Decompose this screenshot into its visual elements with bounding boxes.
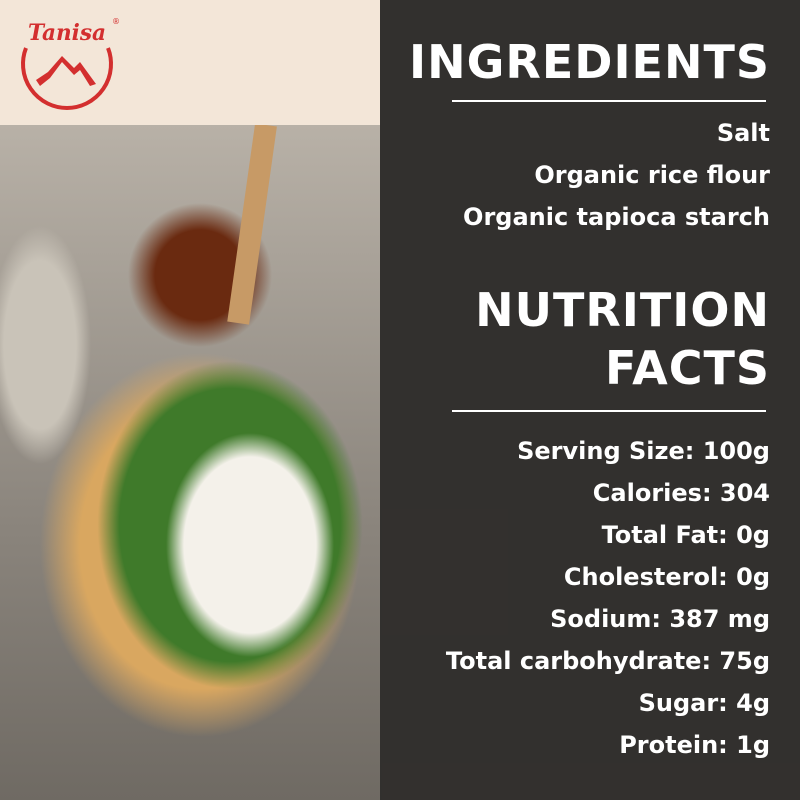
ingredient-item: Organic rice flour: [534, 161, 770, 189]
ingredient-item: Salt: [716, 119, 770, 147]
info-panel: [380, 0, 800, 800]
tanisa-logo: Tanisa ®: [21, 17, 120, 110]
nutrition-title-line2: FACTS: [604, 341, 770, 395]
nutrition-title-line1: NUTRITION: [475, 283, 770, 337]
divider: [452, 100, 766, 102]
logo-wordmark: Tanisa: [28, 20, 106, 46]
spring-roll-photo: [0, 125, 380, 800]
divider: [452, 410, 766, 412]
nutrition-item: Total Fat: 0g: [601, 521, 770, 549]
ingredient-item: Organic tapioca starch: [463, 203, 770, 231]
nutrition-item: Sodium: 387 mg: [550, 605, 770, 633]
logo-area: Tanisa ®: [0, 0, 380, 125]
nutrition-item: Calories: 304: [592, 479, 770, 507]
nutrition-item: Protein: 1g: [619, 731, 770, 759]
nutrition-item: Serving Size: 100g: [517, 437, 770, 465]
nutrition-item: Total carbohydrate: 75g: [445, 647, 770, 675]
registered-mark: ®: [112, 17, 120, 26]
nutrition-item: Sugar: 4g: [638, 689, 770, 717]
nutrition-item: Cholesterol: 0g: [563, 563, 770, 591]
ingredients-title: INGREDIENTS: [409, 35, 770, 89]
